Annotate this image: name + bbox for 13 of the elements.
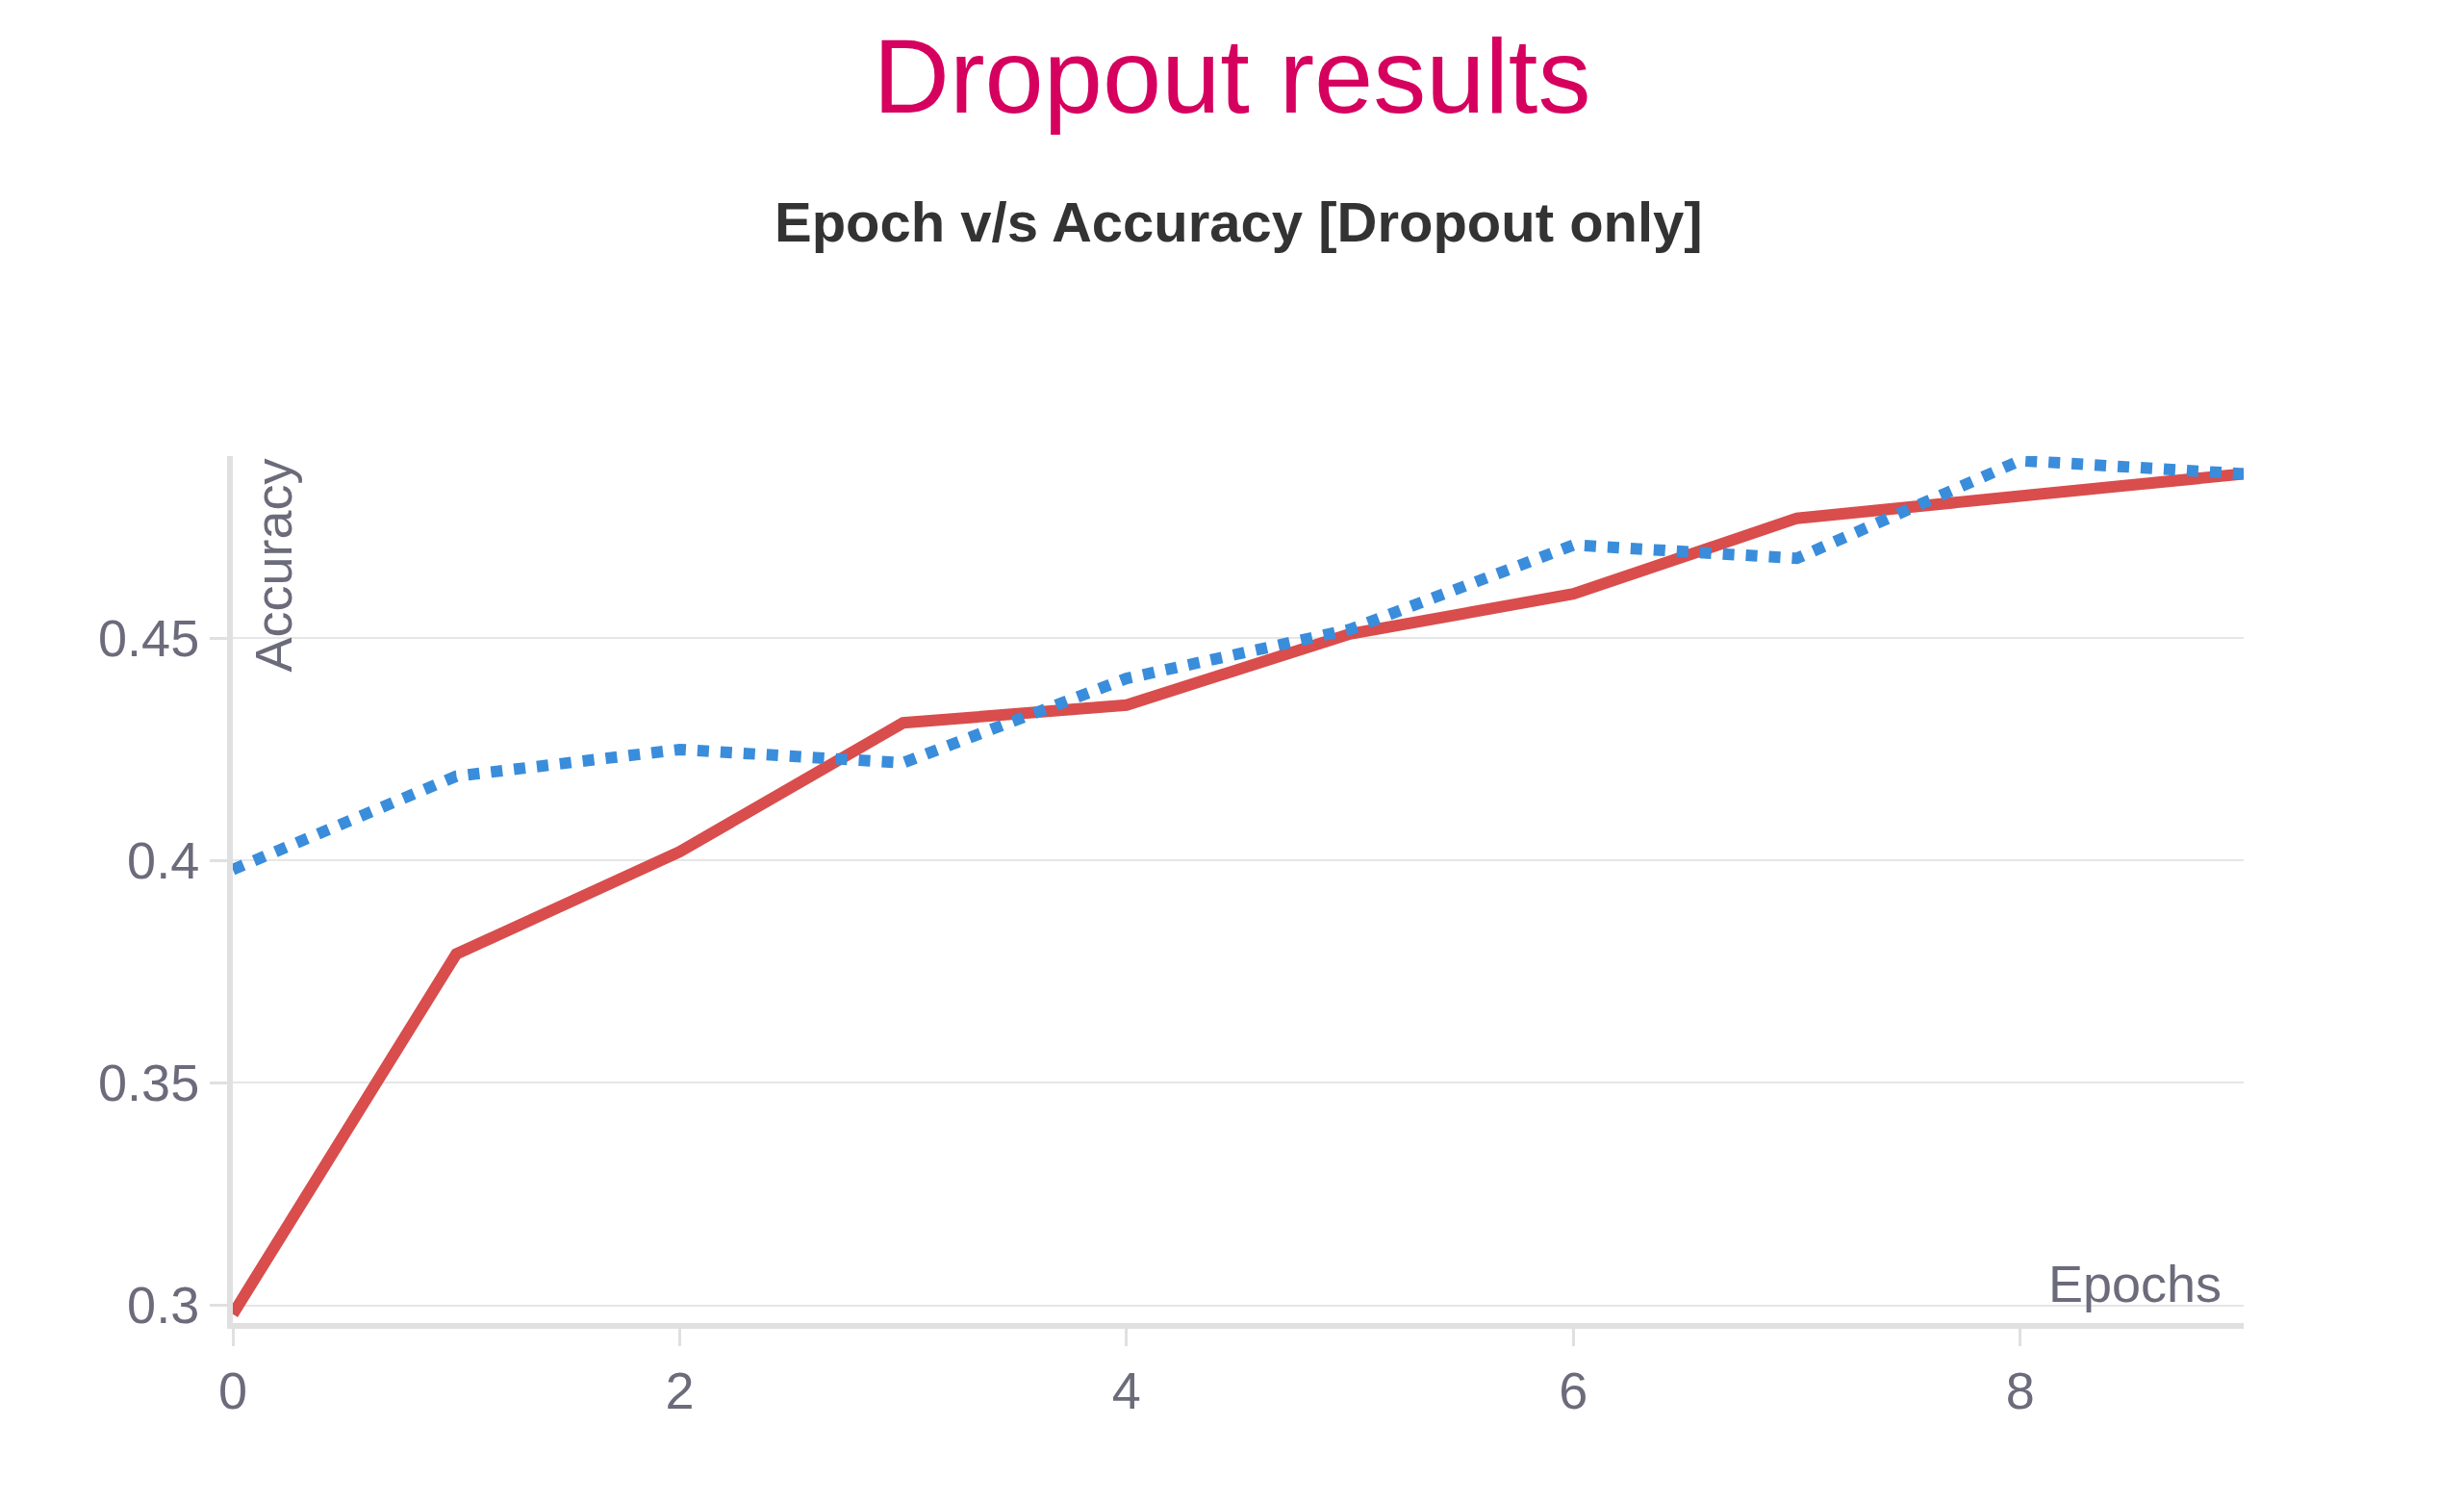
y-tick-label: 0.4 — [127, 831, 200, 890]
y-tick-label: 0.3 — [127, 1276, 200, 1335]
x-tick-label: 0 — [217, 1361, 248, 1419]
y-tick-label: 0.45 — [98, 609, 200, 668]
x-axis-title: Epochs — [2048, 1255, 2223, 1312]
y-axis-title: Accuracy — [244, 458, 303, 673]
chart-subtitle: Epoch v/s Accuracy [Dropout only] — [775, 191, 1703, 253]
y-tick-label: 0.35 — [98, 1054, 200, 1112]
x-tick-label: 8 — [2005, 1361, 2035, 1419]
chart-title: Dropout results — [873, 15, 1591, 135]
x-tick-label: 4 — [1111, 1361, 1141, 1419]
x-tick-label: 6 — [1559, 1361, 1588, 1419]
x-tick-label: 2 — [665, 1361, 695, 1419]
